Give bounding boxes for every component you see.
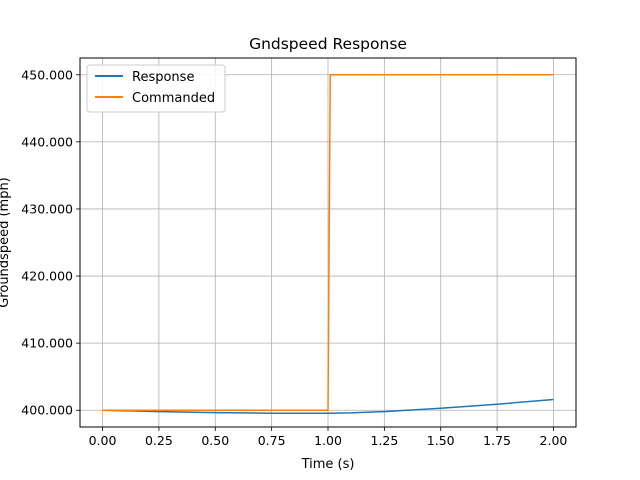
y-tick-label: 420.000 (21, 269, 73, 284)
x-tick-label: 1.75 (483, 433, 511, 448)
chart-title: Gndspeed Response (249, 35, 407, 53)
legend-label-response: Response (132, 70, 194, 85)
y-tick-label: 400.000 (21, 403, 73, 418)
y-tick-label: 450.000 (21, 67, 73, 82)
x-tick-label: 2.00 (540, 433, 568, 448)
x-tick-label: 0.00 (89, 433, 117, 448)
ticks: 0.00 0.25 0.50 0.75 1.00 1.25 1.50 1.75 2.00 400.… (21, 67, 567, 448)
x-tick-label: 0.25 (145, 433, 173, 448)
x-axis-label: Time (s) (301, 457, 355, 472)
y-tick-label: 410.000 (21, 336, 73, 351)
x-tick-label: 0.75 (258, 433, 286, 448)
y-tick-label: 430.000 (21, 201, 73, 216)
y-axis-label: Groundspeed (mph) (0, 177, 12, 308)
plot-lines (102, 74, 554, 414)
x-tick-label: 0.50 (201, 433, 229, 448)
series-line-response (102, 398, 554, 414)
x-tick-label: 1.50 (427, 433, 455, 448)
x-tick-label: 1.25 (370, 433, 398, 448)
legend-label-commanded: Commanded (132, 91, 215, 106)
series-line-commanded (102, 74, 554, 411)
x-tick-label: 1.00 (314, 433, 342, 448)
legend: Response Commanded (86, 64, 226, 113)
y-tick-label: 440.000 (21, 134, 73, 149)
